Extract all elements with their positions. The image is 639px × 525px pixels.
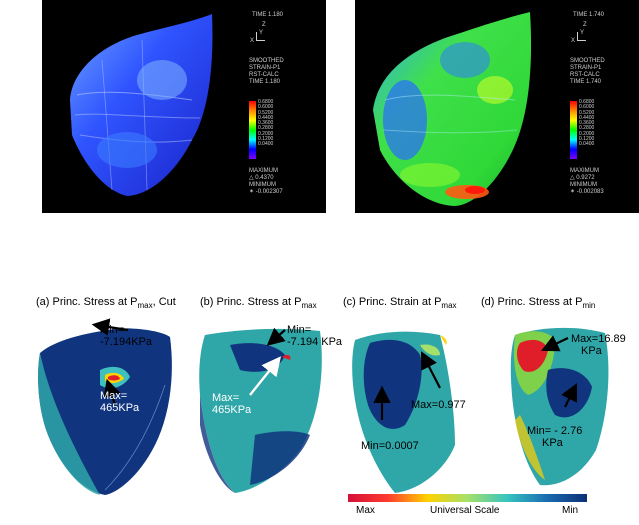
heart-model-left <box>70 14 213 196</box>
legend-value: 0.6800 <box>258 99 274 105</box>
axis-x-label: X <box>250 38 255 44</box>
legend-value: 0.2800 <box>579 125 595 132</box>
axis-z-label: Z <box>583 22 587 28</box>
annotation-d-max: Max=16.89 KPa <box>571 333 626 357</box>
minimum-label: MINIMUM <box>570 182 597 188</box>
annotation-d-max-value: KPa <box>581 345 602 357</box>
caption-a-sub: max <box>137 301 153 311</box>
maximum-value: △ 0.9272 <box>570 175 595 181</box>
time-label: TIME 1.740 <box>573 12 605 18</box>
minimum-label: MINIMUM <box>249 182 276 188</box>
annotation-b-max-value: 465KPa <box>212 404 252 416</box>
annotation-d-min: Min= - 2.76 KPa <box>527 425 582 449</box>
caption-b: (b) Princ. Stress at Pmax <box>200 296 317 310</box>
annotation-b-max: Max= 465KPa <box>212 392 251 416</box>
info-line-3: RST-CALC <box>570 72 600 78</box>
maximum-label: MAXIMUM <box>249 168 278 174</box>
caption-b-sub: max <box>301 301 317 311</box>
legend-values: 0.6800 0.6000 0.5200 0.4400 0.3600 0.280… <box>258 99 274 148</box>
info-line-2: STRAIN-P1 <box>570 65 602 71</box>
caption-a-suffix: , Cut <box>152 296 176 308</box>
scale-title: Universal Scale <box>430 505 500 516</box>
annotation-a-min: Min= -7.194KPa <box>100 324 152 348</box>
annotation-a-min-value: -7.194KPa <box>100 336 152 348</box>
legend-value: 0.5200 <box>258 109 274 116</box>
annotation-a-max: Max= 465KPa <box>100 390 139 414</box>
legend-value: 0.6000 <box>258 104 274 111</box>
legend-value: 0.4400 <box>258 114 274 121</box>
legend-value: 0.4400 <box>579 114 595 121</box>
axis-y-label: Y <box>259 30 264 36</box>
annotation-b-min-value: -7.194 KPa <box>287 336 343 348</box>
stress-map-c <box>352 331 455 493</box>
info-line-1: SMOOTHED <box>570 58 605 64</box>
annotation-c-max: Max=0.977 <box>411 399 466 411</box>
legend-colorbar <box>570 101 577 159</box>
info-line-4: TIME 1.180 <box>249 79 281 85</box>
annotation-b-min-label: Min= <box>287 324 312 336</box>
maximum-value: △ 0.4370 <box>249 175 274 181</box>
fea-panel-right: TIME 1.740 Z Y X SMOOTHED STRAIN-P1 RST-… <box>355 0 639 213</box>
annotation-a-max-label: Max= <box>100 390 128 402</box>
scale-min-label: Min <box>562 505 579 516</box>
info-line-2: STRAIN-P1 <box>249 65 281 71</box>
scale-max-label: Max <box>356 505 375 516</box>
legend-colorbar <box>249 101 256 159</box>
stress-map-b <box>199 327 322 493</box>
caption-c: (c) Princ. Strain at Pmax <box>343 296 457 310</box>
annotation-d-max-label: Max=16.89 <box>571 333 626 345</box>
stress-maps <box>38 318 609 495</box>
annotation-a-max-value: 465KPa <box>100 402 140 414</box>
legend-value: 0.1200 <box>258 136 274 143</box>
annotation-c-min: Min=0.0007 <box>361 440 419 452</box>
legend-value: 0.3600 <box>579 120 595 127</box>
annotation-c-min-label: Min=0.0007 <box>361 440 419 452</box>
axis-x-label: X <box>571 38 576 44</box>
legend-value: 0.5200 <box>579 109 595 116</box>
legend-value: 0.2000 <box>258 130 274 137</box>
legend-value: 0.6800 <box>579 99 595 105</box>
annotation-b-min: Min= -7.194 KPa <box>287 324 342 348</box>
annotation-c-max-label: Max=0.977 <box>411 399 466 411</box>
legend-value: 0.6000 <box>579 104 595 111</box>
info-line-4: TIME 1.740 <box>570 79 602 85</box>
axis-y-label: Y <box>580 30 585 36</box>
legend-values: 0.6800 0.6000 0.5200 0.4400 0.3600 0.280… <box>579 99 595 148</box>
legend-value: 0.1200 <box>579 136 595 143</box>
caption-a-prefix: (a) Princ. Stress at P <box>36 296 138 308</box>
legend-value: 0.2800 <box>258 125 274 132</box>
legend-value: 0.2000 <box>579 130 595 137</box>
axis-z-label: Z <box>262 22 266 28</box>
legend-value: 0.0400 <box>579 141 595 148</box>
annotation-a-min-label: Min= <box>100 324 125 336</box>
stress-map-a <box>38 318 172 495</box>
maximum-label: MAXIMUM <box>570 168 599 174</box>
minimum-value: ✶ -0.002083 <box>570 189 604 195</box>
legend-value: 0.3600 <box>258 120 274 127</box>
info-line-1: SMOOTHED <box>249 58 284 64</box>
minimum-value: ✶ -0.002307 <box>249 189 283 195</box>
legend-value: 0.0400 <box>258 141 274 148</box>
caption-d-sub: min <box>582 301 596 311</box>
caption-c-prefix: (c) Princ. Strain at P <box>343 296 442 308</box>
caption-a: (a) Princ. Stress at Pmax, Cut <box>36 296 176 310</box>
info-line-3: RST-CALC <box>249 72 279 78</box>
caption-d: (d) Princ. Stress at Pmin <box>481 296 595 310</box>
annotation-d-min-label: Min= - 2.76 <box>527 425 583 437</box>
caption-b-prefix: (b) Princ. Stress at P <box>200 296 302 308</box>
fea-panel-left: TIME 1.180 Z Y X SMOOTHED STRAIN-P1 RST-… <box>42 0 326 213</box>
heart-model-right <box>373 12 532 206</box>
time-label: TIME 1.180 <box>252 12 284 18</box>
axis-triad-icon <box>256 32 265 41</box>
annotation-b-max-label: Max= <box>212 392 240 404</box>
axis-triad-icon <box>577 32 586 41</box>
stress-map-d <box>510 327 609 486</box>
caption-c-sub: max <box>441 301 457 311</box>
universal-scale-bar <box>348 494 587 502</box>
caption-d-prefix: (d) Princ. Stress at P <box>481 296 583 308</box>
annotation-d-min-value: KPa <box>542 437 563 449</box>
